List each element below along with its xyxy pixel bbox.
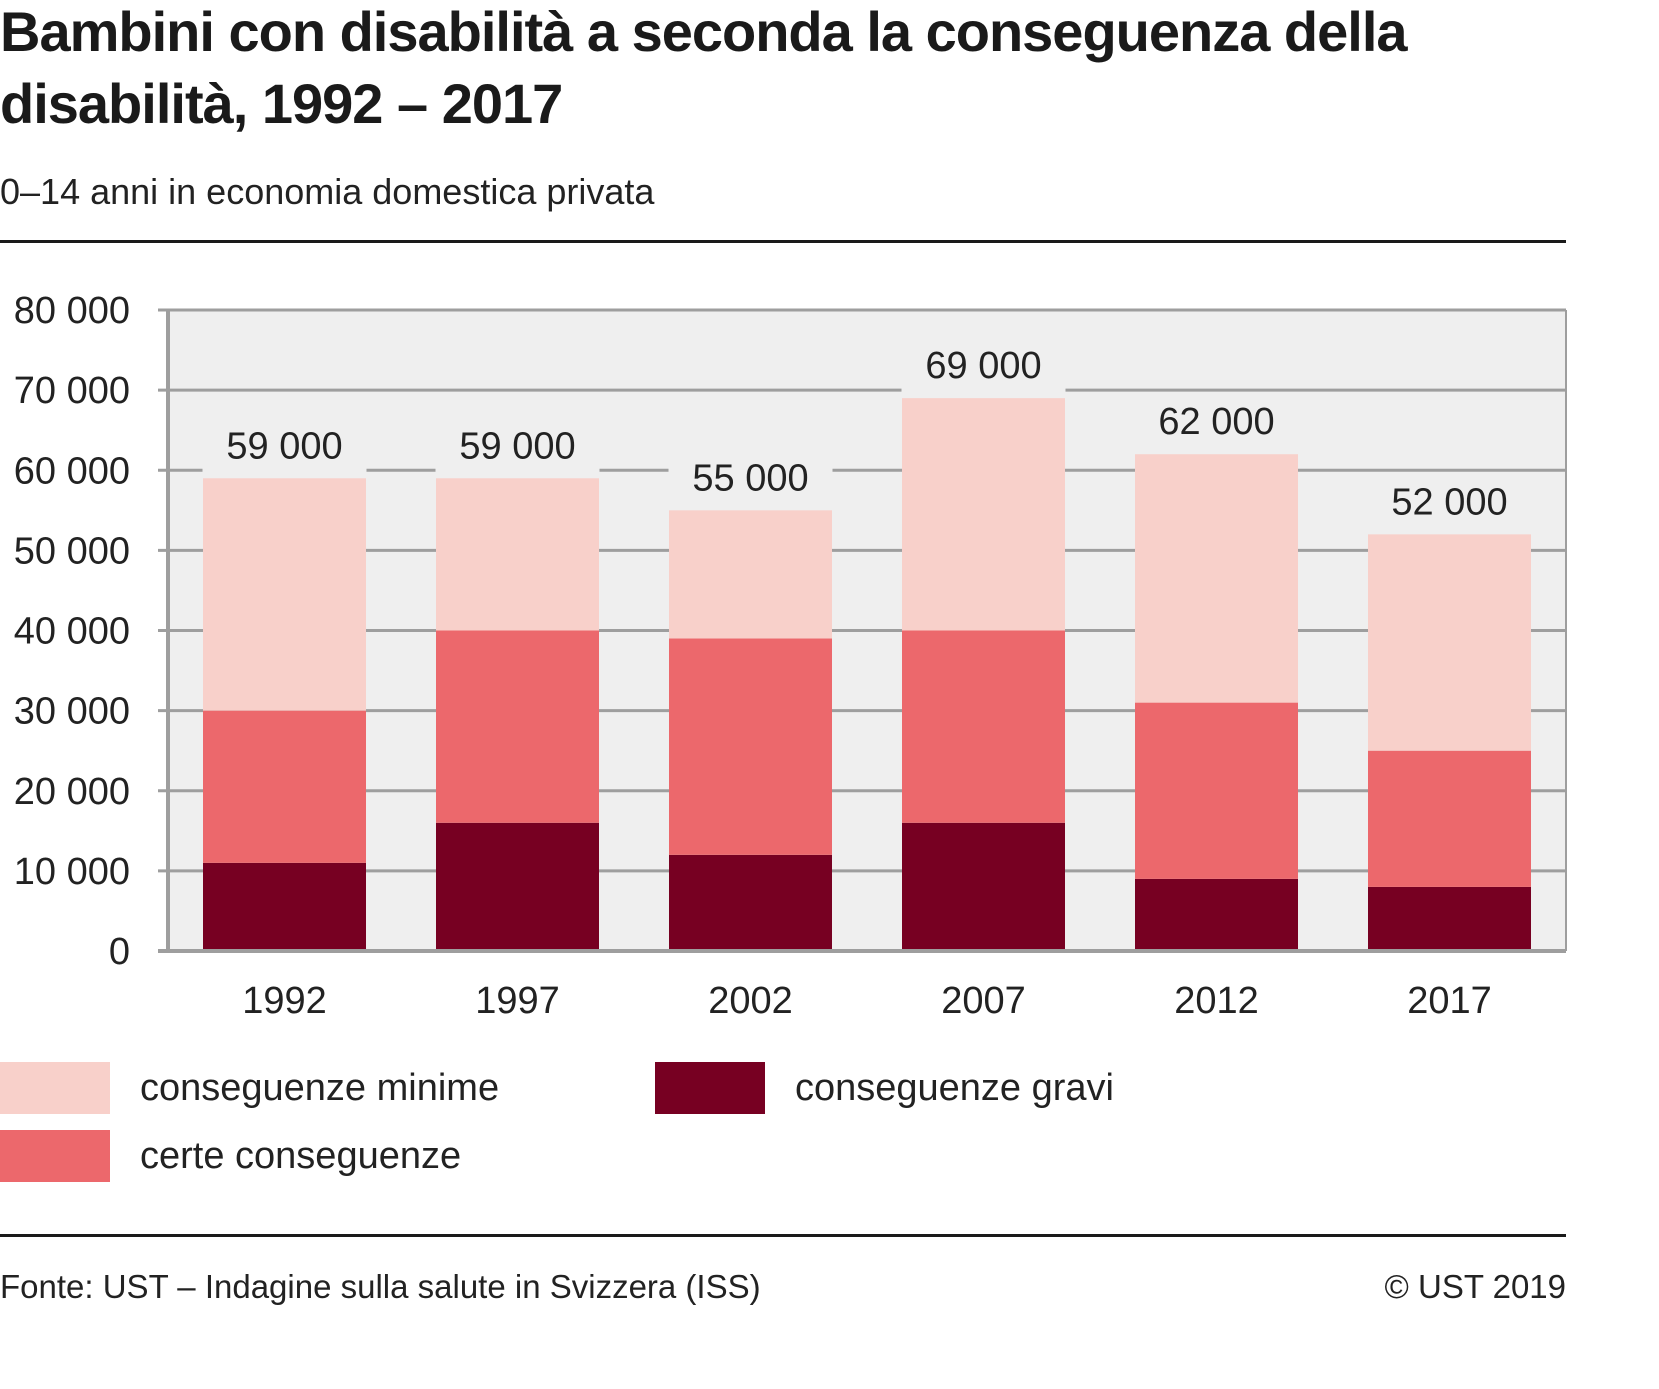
- y-tick-label: 40 000: [14, 611, 130, 653]
- legend-label-minime: conseguenze minime: [140, 1066, 500, 1109]
- legend-label-gravi: conseguenze gravi: [795, 1066, 1114, 1109]
- legend-item-minime: conseguenze minime: [0, 1062, 499, 1114]
- bar-segment-conseguenze-gravi-2002: [669, 854, 832, 951]
- bar-segment-conseguenze-minime-2012: [1135, 454, 1298, 703]
- total-label-2012: 62 000: [1158, 401, 1274, 443]
- total-label-1997: 59 000: [459, 425, 575, 467]
- y-tick-label: 10 000: [14, 851, 130, 893]
- legend-item-gravi: conseguenze gravi: [655, 1062, 1114, 1114]
- y-tick-label: 60 000: [14, 450, 130, 492]
- total-label-bg: [901, 336, 1066, 393]
- bar-segment-conseguenze-gravi-2017: [1368, 886, 1531, 951]
- bar-segment-conseguenze-gravi-1992: [203, 862, 366, 951]
- legend-swatch-gravi: [655, 1062, 765, 1114]
- x-tick-label-2012: 2012: [1174, 980, 1259, 1022]
- header-divider: [0, 240, 1566, 243]
- y-tick-label: 70 000: [14, 370, 130, 412]
- bar-segment-conseguenze-minime-2007: [902, 398, 1065, 631]
- chart-title: Bambini con disabilità a seconda la cons…: [0, 0, 1408, 135]
- legend-item-certe: certe conseguenze: [0, 1130, 461, 1182]
- bar-segment-conseguenze-minime-1997: [436, 478, 599, 631]
- bar-segment-certe-conseguenze-2002: [669, 638, 832, 855]
- legend-swatch-minime: [0, 1062, 110, 1114]
- y-tick-label: 80 000: [14, 290, 130, 332]
- bar-segment-certe-conseguenze-1992: [203, 710, 366, 863]
- x-tick-label-2002: 2002: [708, 980, 793, 1022]
- bar-segment-conseguenze-gravi-2007: [902, 822, 1065, 951]
- total-label-2002: 55 000: [692, 457, 808, 499]
- bar-segment-certe-conseguenze-2017: [1368, 750, 1531, 887]
- footer-divider: [0, 1234, 1566, 1237]
- bar-segment-conseguenze-gravi-1997: [436, 822, 599, 951]
- x-tick-label-1992: 1992: [242, 980, 327, 1022]
- y-tick-label: 30 000: [14, 691, 130, 733]
- x-tick-label-1997: 1997: [475, 980, 560, 1022]
- total-label-bg: [668, 448, 833, 505]
- copyright-note: © UST 2019: [1384, 1268, 1566, 1305]
- bar-segment-conseguenze-gravi-2012: [1135, 878, 1298, 951]
- x-tick-label-2007: 2007: [941, 980, 1026, 1022]
- stacked-bar-chart: 0 10 000 20 000 30 000 40 000 50 000 60 000 70 …: [14, 290, 1567, 1022]
- chart-subtitle: 0–14 anni in economia domestica privata: [0, 171, 655, 212]
- bar-segment-conseguenze-minime-1992: [203, 478, 366, 711]
- total-label-bg: [1134, 392, 1299, 449]
- bar-segment-certe-conseguenze-1997: [436, 630, 599, 823]
- total-label-1992: 59 000: [226, 425, 342, 467]
- bar-segment-conseguenze-minime-2002: [669, 510, 832, 639]
- bar-segment-certe-conseguenze-2007: [902, 630, 1065, 823]
- bar-segment-certe-conseguenze-2012: [1135, 702, 1298, 879]
- total-label-bg: [202, 416, 367, 473]
- legend-swatch-certe: [0, 1130, 110, 1182]
- y-tick-label: 50 000: [14, 530, 130, 572]
- total-label-bg: [1367, 472, 1532, 529]
- source-note: Fonte: UST – Indagine sulla salute in Sv…: [0, 1268, 761, 1305]
- y-tick-label: 0: [109, 931, 130, 973]
- y-tick-label: 20 000: [14, 771, 130, 813]
- legend-label-certe: certe conseguenze: [140, 1134, 462, 1177]
- total-label-2007: 69 000: [925, 345, 1041, 387]
- bar-segment-conseguenze-minime-2017: [1368, 534, 1531, 751]
- total-label-bg: [435, 416, 600, 473]
- total-label-2017: 52 000: [1391, 481, 1507, 523]
- x-tick-label-2017: 2017: [1407, 980, 1492, 1022]
